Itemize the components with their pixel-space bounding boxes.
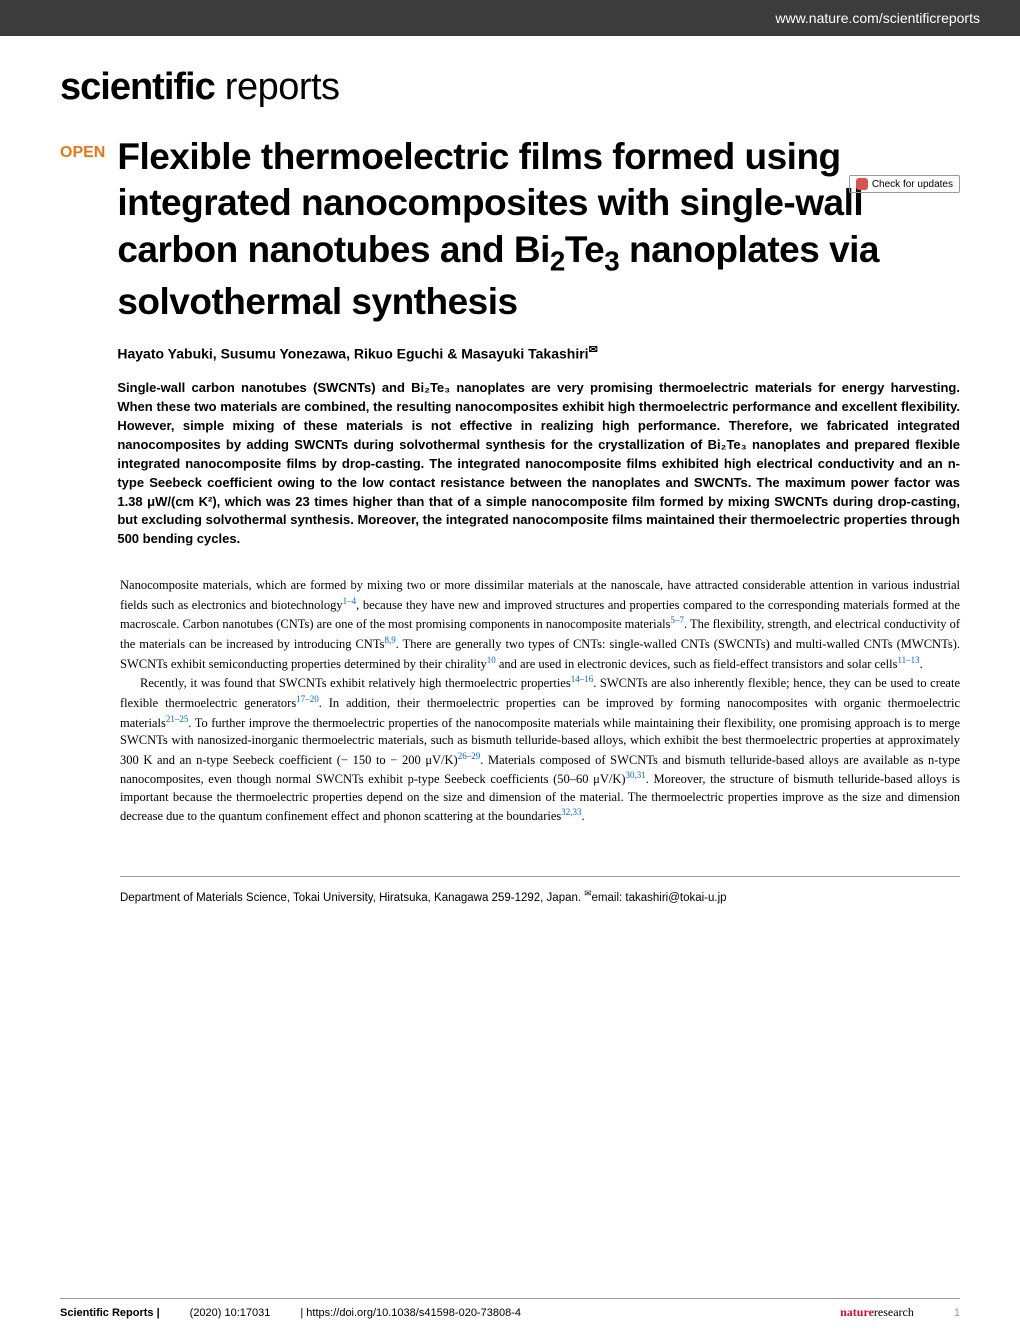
ref-8[interactable]: 21–25 bbox=[166, 714, 189, 724]
update-icon bbox=[856, 178, 868, 190]
affiliation-text-b: email: takashiri@tokai-u.jp bbox=[592, 892, 727, 904]
content-wrapper: OPEN Flexible thermoelectric films forme… bbox=[0, 134, 1020, 906]
p2a: Recently, it was found that SWCNTs exhib… bbox=[140, 676, 571, 690]
authors-list: Hayato Yabuki, Susumu Yonezawa, Rikuo Eg… bbox=[117, 343, 960, 362]
affiliation-mark: ✉ bbox=[584, 888, 591, 898]
footer: Scientific Reports | (2020) 10:17031 | h… bbox=[60, 1298, 960, 1320]
check-updates-button[interactable]: Check for updates bbox=[849, 175, 960, 193]
abstract: Single-wall carbon nanotubes (SWCNTs) an… bbox=[117, 379, 960, 549]
header-bar: www.nature.com/scientificreports bbox=[0, 0, 1020, 36]
body-text: Nanocomposite materials, which are forme… bbox=[120, 577, 960, 826]
brand-light: reports bbox=[215, 66, 340, 108]
p1e: and are used in electronic devices, such… bbox=[496, 657, 898, 671]
nature-red: nature bbox=[840, 1305, 874, 1319]
nature-grey: research bbox=[874, 1305, 914, 1319]
affiliation: Department of Materials Science, Tokai U… bbox=[120, 876, 960, 906]
journal-brand: scientific reports bbox=[60, 66, 1020, 109]
ref-4[interactable]: 10 bbox=[487, 655, 496, 665]
ref-1[interactable]: 1–4 bbox=[343, 596, 357, 606]
ref-5[interactable]: 11–13 bbox=[897, 655, 919, 665]
paragraph-1: Nanocomposite materials, which are forme… bbox=[120, 577, 960, 673]
title-sub-2: 3 bbox=[604, 245, 619, 276]
ref-3[interactable]: 8,9 bbox=[384, 635, 395, 645]
affiliation-text-a: Department of Materials Science, Tokai U… bbox=[120, 892, 584, 904]
footer-right: natureresearch 1 bbox=[840, 1305, 960, 1320]
footer-citation: (2020) 10:17031 bbox=[190, 1307, 271, 1319]
page-number: 1 bbox=[954, 1307, 960, 1319]
ref-9[interactable]: 26–29 bbox=[458, 751, 481, 761]
ref-6[interactable]: 14–16 bbox=[571, 674, 594, 684]
nature-research-logo: natureresearch bbox=[840, 1305, 914, 1320]
title-mid: Te bbox=[565, 229, 604, 270]
p2g: . bbox=[582, 810, 585, 824]
check-updates-label: Check for updates bbox=[872, 179, 953, 190]
paragraph-2: Recently, it was found that SWCNTs exhib… bbox=[120, 673, 960, 826]
ref-10[interactable]: 30,31 bbox=[626, 770, 646, 780]
article-title: Flexible thermoelectric films formed usi… bbox=[117, 134, 960, 325]
footer-journal: Scientific Reports | bbox=[60, 1307, 160, 1319]
title-block: Flexible thermoelectric films formed usi… bbox=[117, 134, 960, 549]
footer-left: Scientific Reports | (2020) 10:17031 | h… bbox=[60, 1307, 521, 1319]
article-header: OPEN Flexible thermoelectric films forme… bbox=[60, 134, 960, 549]
title-sub-1: 2 bbox=[550, 245, 565, 276]
brand-bold: scientific bbox=[60, 66, 215, 108]
ref-11[interactable]: 32,33 bbox=[561, 807, 581, 817]
open-access-badge: OPEN bbox=[60, 134, 105, 162]
authors-text: Hayato Yabuki, Susumu Yonezawa, Rikuo Eg… bbox=[117, 345, 588, 361]
corresponding-mark: ✉ bbox=[589, 344, 598, 356]
p1f: . bbox=[920, 657, 923, 671]
ref-7[interactable]: 17–20 bbox=[296, 694, 319, 704]
ref-2[interactable]: 5–7 bbox=[670, 615, 684, 625]
header-url[interactable]: www.nature.com/scientificreports bbox=[775, 10, 980, 26]
footer-doi[interactable]: | https://doi.org/10.1038/s41598-020-738… bbox=[300, 1307, 521, 1319]
